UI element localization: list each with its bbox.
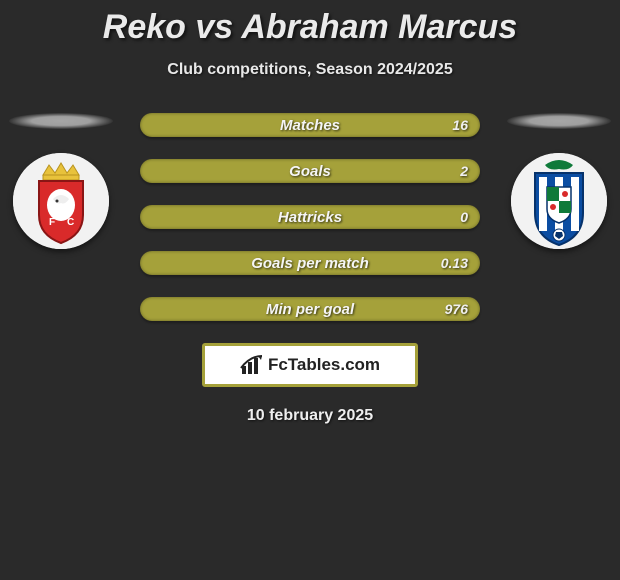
stat-label: Goals per match [251,255,369,272]
avatar-shadow-right [507,113,611,129]
stat-label: Goals [289,163,331,180]
penafiel-crest-icon: F C [13,153,109,249]
stat-value-right: 976 [445,301,468,317]
stat-value-right: 0.13 [441,255,468,271]
date-text: 10 february 2025 [0,407,620,425]
page-title: Reko vs Abraham Marcus [0,0,620,47]
right-club-badge [511,153,607,249]
stat-value-right: 2 [460,163,468,179]
stat-bar: Matches 16 [140,113,480,137]
subtitle: Club competitions, Season 2024/2025 [0,61,620,79]
svg-text:F: F [49,217,55,228]
brand-box[interactable]: FcTables.com [202,343,418,387]
stat-bar: Goals per match 0.13 [140,251,480,275]
stat-bar: Hattricks 0 [140,205,480,229]
stat-value-right: 16 [452,117,468,133]
right-player-column [504,113,614,249]
svg-text:C: C [67,217,74,228]
brand-text: FcTables.com [268,355,380,375]
stat-label: Matches [280,117,340,134]
comparison-stage: F C [0,113,620,425]
stat-label: Hattricks [278,209,342,226]
left-club-badge: F C [13,153,109,249]
stat-label: Min per goal [266,301,354,318]
stat-bar: Min per goal 976 [140,297,480,321]
stat-value-right: 0 [460,209,468,225]
fc-porto-crest-icon [511,153,607,249]
stat-bars: Matches 16 Goals 2 Hattricks 0 Goals per match… [140,113,480,321]
bar-chart-icon [240,354,264,376]
stat-bar: Goals 2 [140,159,480,183]
left-player-column: F C [6,113,116,249]
avatar-shadow-left [9,113,113,129]
